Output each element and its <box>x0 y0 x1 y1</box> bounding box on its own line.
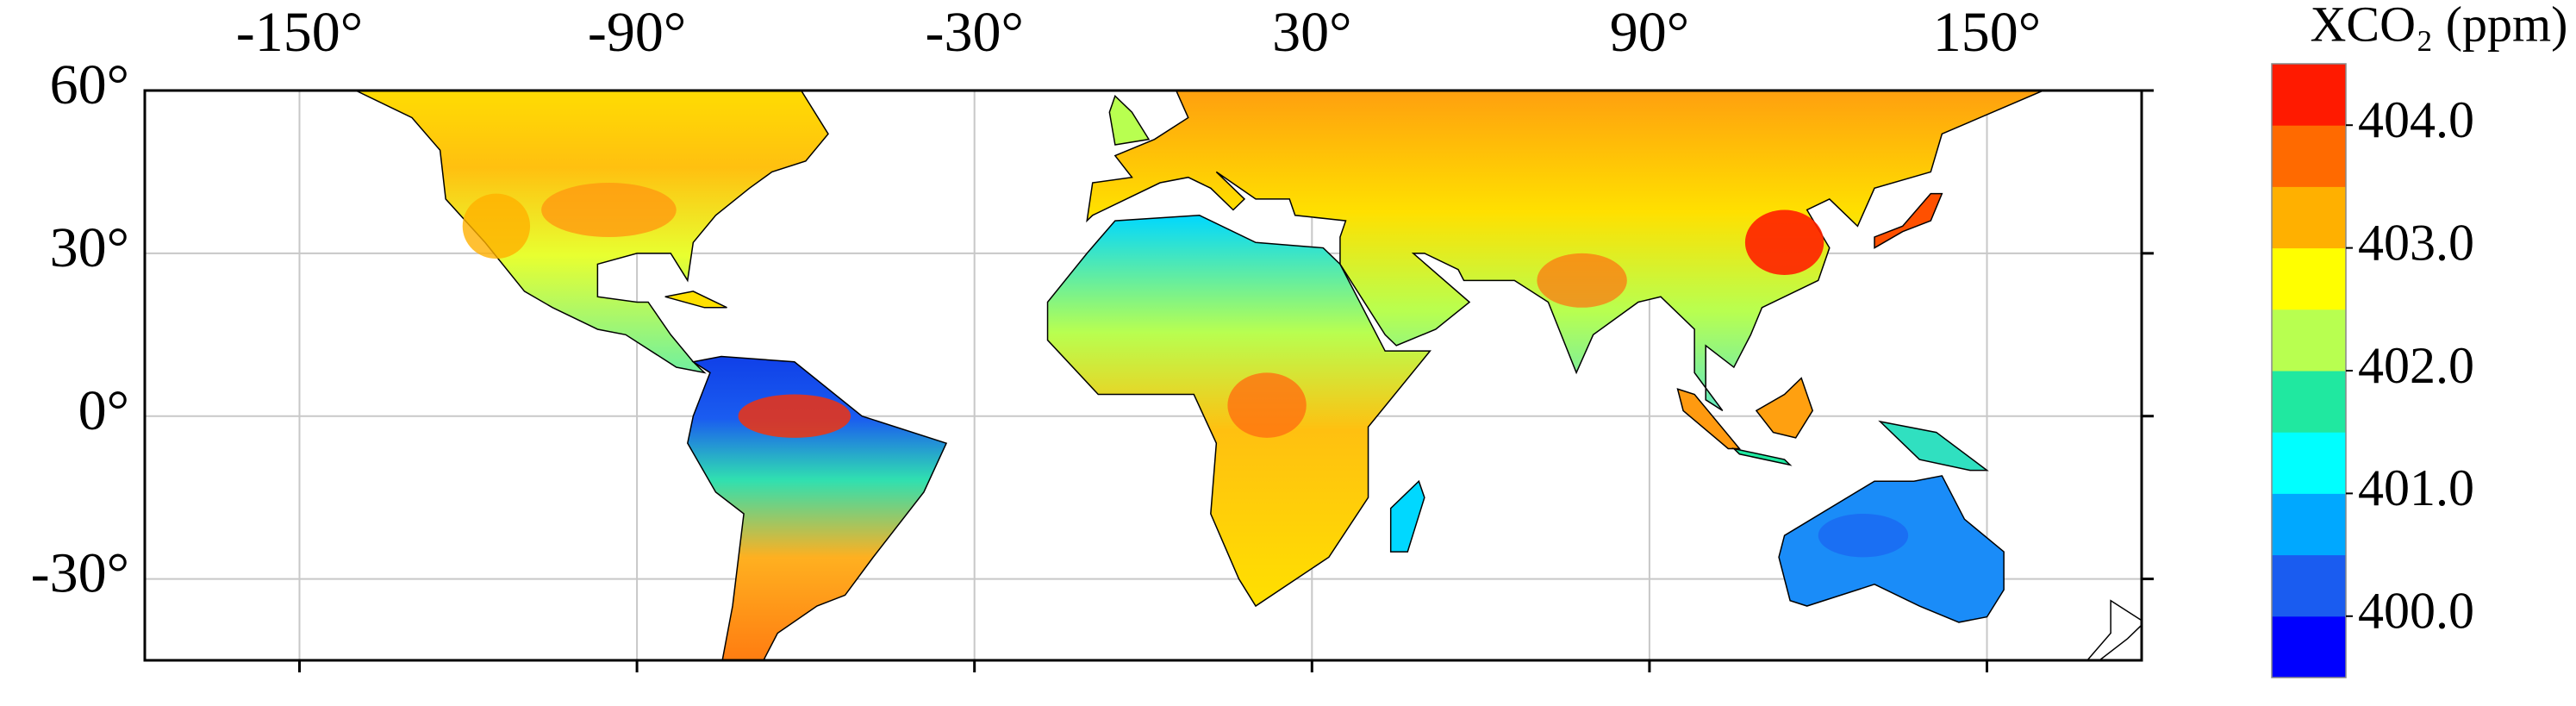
x-tick-label: 90° <box>1610 1 1689 64</box>
colorbar-segment <box>2272 432 2346 494</box>
y-tick-label: 60° <box>50 53 129 116</box>
colorbar: 400.0 401.0 402.0 403.0 404.0 XCO₂ (ppm) <box>2271 0 2568 678</box>
colorbar-segment <box>2272 125 2346 187</box>
x-tick-label: -30° <box>926 1 1024 64</box>
colorbar-title: XCO₂ (ppm) <box>2311 0 2568 52</box>
y-tick-label: 30° <box>50 216 129 279</box>
colorbar-tick-label: 402.0 <box>2358 337 2474 394</box>
britain <box>1109 96 1149 145</box>
south-america <box>688 356 946 660</box>
japan <box>1874 194 1942 248</box>
colorbar-tick-label: 400.0 <box>2358 583 2474 640</box>
colorbar-segment <box>2272 493 2346 556</box>
colorbar-tick-label: 404.0 <box>2358 91 2474 148</box>
colorbar-segment <box>2272 247 2346 310</box>
borneo <box>1756 378 1812 438</box>
colorbar-segment <box>2272 554 2346 617</box>
colorbar-segment <box>2272 64 2346 126</box>
land-layer <box>198 91 2155 666</box>
colorbar-segment <box>2272 615 2346 678</box>
colorbar-tick-label: 401.0 <box>2358 459 2474 516</box>
x-tick-label: -90° <box>588 1 686 64</box>
plot-frame <box>143 89 2143 662</box>
y-tick-label: -30° <box>31 542 129 605</box>
x-tick-label: -150° <box>236 1 363 64</box>
colorbar-tick-label: 403.0 <box>2358 214 2474 271</box>
x-tick-label: 30° <box>1272 1 1351 64</box>
x-tick-label: 150° <box>1933 1 2041 64</box>
colorbar-segment <box>2272 309 2346 372</box>
madagascar <box>1391 481 1425 552</box>
eurasia <box>1087 91 2155 410</box>
colorbar-segment <box>2272 371 2346 433</box>
cuba <box>665 291 727 308</box>
axes: -150° -90° -30° 30° 90° 150° 60° 30° 0° -30° <box>31 1 2154 672</box>
new-zealand <box>2083 601 2145 666</box>
y-tick-label: 0° <box>78 379 129 442</box>
colorbar-segment <box>2272 186 2346 249</box>
new-guinea <box>1881 422 1987 471</box>
java <box>1734 448 1790 465</box>
